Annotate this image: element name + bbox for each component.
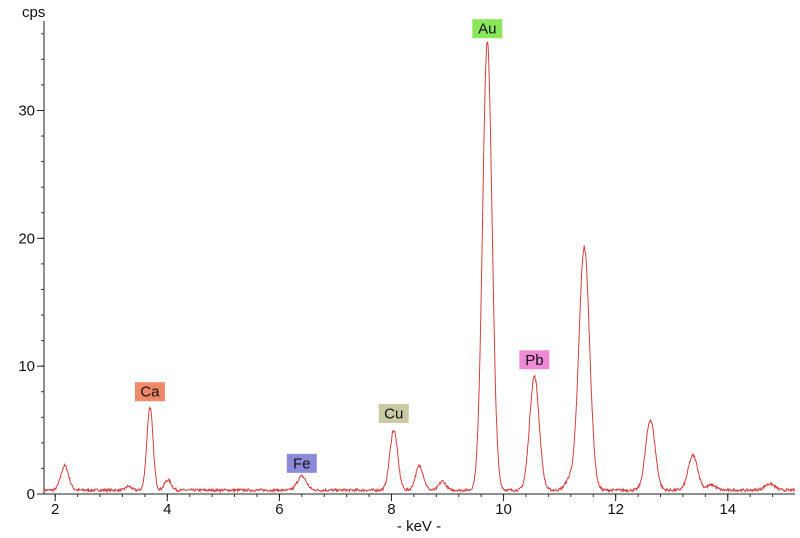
peak-label-au: Au <box>472 19 503 39</box>
peak-label-fe: Fe <box>286 453 317 473</box>
y-tick-label: 0 <box>27 486 35 503</box>
x-tick-label: 10 <box>495 501 512 518</box>
y-tick-label: 10 <box>18 358 35 375</box>
y-tick-label: 30 <box>18 102 35 119</box>
x-tick-label: 14 <box>719 501 736 518</box>
peak-label-ca: Ca <box>134 382 165 402</box>
peak-label-box <box>286 453 317 473</box>
x-tick-label: 4 <box>163 501 171 518</box>
peak-label-text: Fe <box>293 455 311 472</box>
x-tick-label: 8 <box>387 501 395 518</box>
peak-label-box <box>378 403 409 423</box>
x-tick-label: 6 <box>275 501 283 518</box>
peak-label-box <box>472 19 503 39</box>
x-tick-label: 2 <box>51 501 59 518</box>
peak-label-text: Cu <box>384 405 403 422</box>
peak-label-box <box>519 350 550 370</box>
peak-label-text: Pb <box>525 352 543 369</box>
x-axis-title: - keV - <box>397 518 441 535</box>
peak-label-cu: Cu <box>378 403 409 423</box>
y-axis-title: cps <box>22 4 45 21</box>
peak-label-pb: Pb <box>519 350 550 370</box>
spectrum-trace <box>43 41 796 494</box>
y-tick-label: 20 <box>18 230 35 247</box>
peak-label-text: Ca <box>140 384 160 401</box>
x-tick-label: 12 <box>607 501 624 518</box>
peak-label-box <box>134 382 165 402</box>
peak-label-text: Au <box>478 21 496 38</box>
